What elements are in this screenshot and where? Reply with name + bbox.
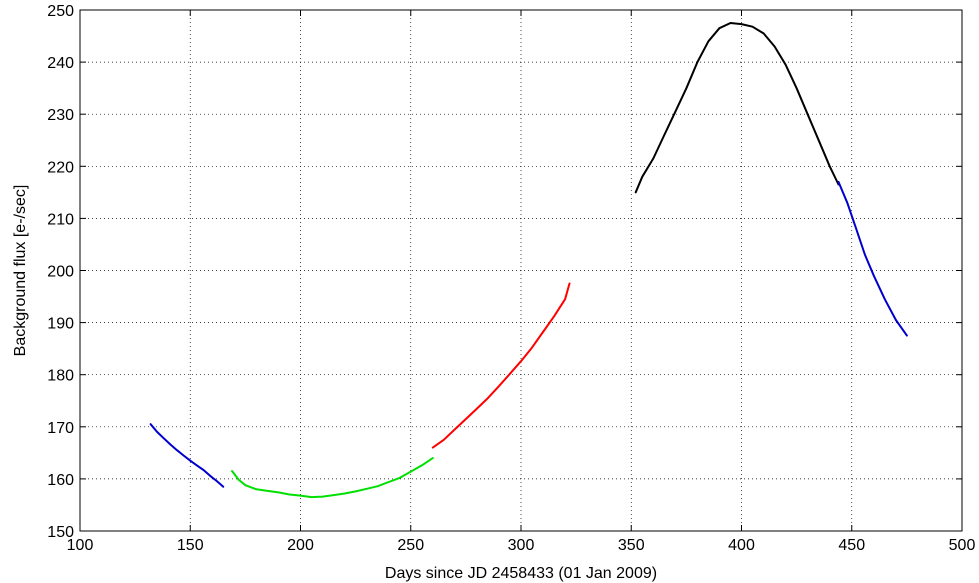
grid <box>80 10 962 531</box>
y-axis-label: Background flux [e-/sec] <box>12 185 29 357</box>
y-tick-label: 210 <box>47 211 74 228</box>
y-tick-label: 170 <box>47 420 74 437</box>
y-tick-label: 180 <box>47 368 74 385</box>
y-tick-label: 250 <box>47 3 74 20</box>
series-layer <box>149 22 908 499</box>
y-tick-label: 200 <box>47 264 74 281</box>
y-tick-label: 240 <box>47 55 74 72</box>
x-tick-label: 250 <box>397 537 424 554</box>
series-line-1 <box>149 423 225 488</box>
x-tick-label: 500 <box>949 537 976 554</box>
x-tick-label: 100 <box>67 537 94 554</box>
y-tick-label: 190 <box>47 316 74 333</box>
x-tick-labels: 100 150 200 250 300 350 400 450 500 <box>67 537 976 554</box>
y-tick-label: 230 <box>47 107 74 124</box>
x-tick-label: 150 <box>177 537 204 554</box>
y-tick-label: 220 <box>47 159 74 176</box>
series-line-2 <box>231 457 434 499</box>
y-tick-label: 160 <box>47 472 74 489</box>
series-line-5 <box>837 180 908 337</box>
x-axis-label: Days since JD 2458433 (01 Jan 2009) <box>385 565 657 582</box>
series-line-3 <box>431 282 571 449</box>
y-tick-label: 150 <box>47 524 74 541</box>
x-tick-label: 300 <box>508 537 535 554</box>
x-tick-label: 200 <box>287 537 314 554</box>
x-tick-label: 400 <box>728 537 755 554</box>
x-tick-label: 450 <box>838 537 865 554</box>
x-tick-label: 350 <box>618 537 645 554</box>
series-line-4 <box>634 22 840 194</box>
y-tick-labels: 150 160 170 180 190 200 210 220 230 240 250 <box>47 3 74 541</box>
tick-marks <box>79 9 963 532</box>
